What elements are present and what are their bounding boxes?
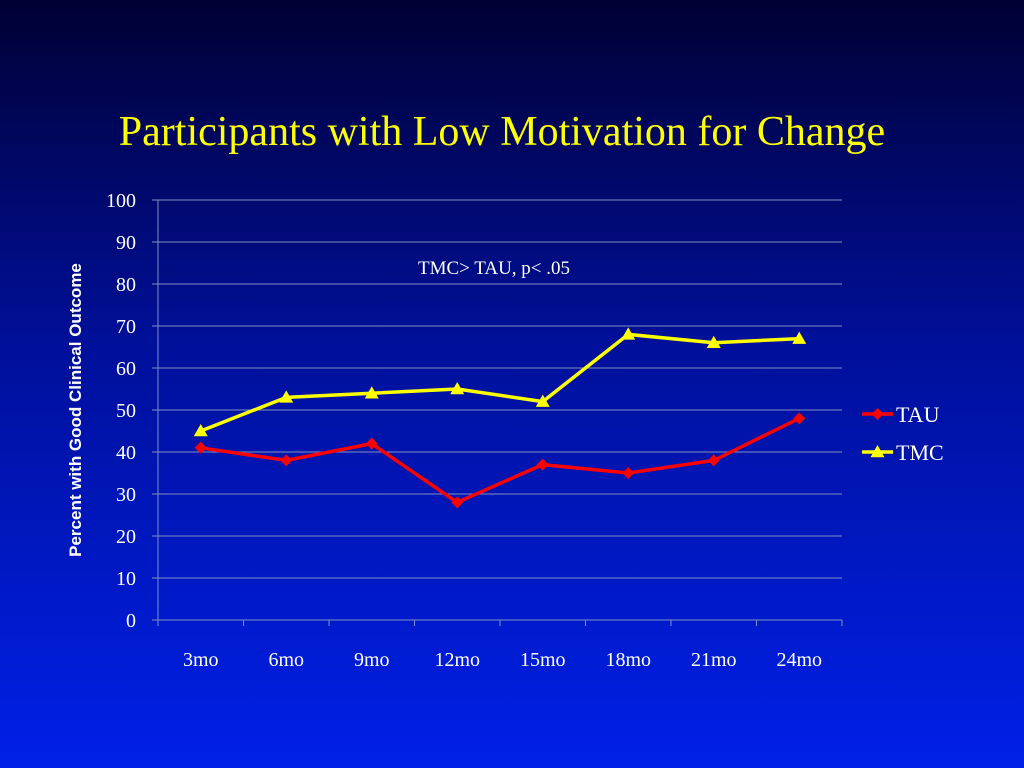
x-tick-label: 12mo [434, 649, 480, 671]
data-point-tau [707, 454, 720, 467]
y-tick-label: 40 [116, 442, 136, 464]
series-line-tmc [200, 332, 800, 433]
y-tick-label: 70 [116, 316, 136, 338]
x-tick-label: 15mo [520, 649, 566, 671]
data-point-tmc [450, 382, 465, 395]
legend-label-tmc: TMC [896, 440, 944, 465]
y-tick-label: 10 [116, 568, 136, 590]
data-point-tmc [792, 331, 807, 344]
legend-marker-tmc [870, 445, 885, 458]
legend-marker-tau [871, 408, 884, 420]
slide-title: Participants with Low Motivation for Cha… [118, 109, 886, 155]
data-point-tmc [279, 390, 294, 403]
data-point-tmc [535, 394, 550, 407]
data-point-tmc [706, 335, 721, 349]
x-tick-label: 24mo [776, 649, 822, 671]
data-point-tmc [193, 424, 208, 437]
legend-label-tau: TAU [896, 402, 940, 427]
y-tick-label: 50 [116, 400, 136, 422]
y-tick-label: 20 [116, 526, 136, 548]
data-point-tau [194, 441, 207, 454]
data-point-tmc [621, 327, 636, 340]
y-tick-label: 60 [116, 358, 136, 380]
x-tick-label: 3mo [183, 649, 219, 671]
y-axis-label: Percent with Good Clinical Outcome [66, 263, 85, 557]
data-point-tau [451, 496, 464, 509]
x-tick-label: 21mo [691, 649, 737, 671]
y-tick-label: 100 [106, 190, 136, 212]
series-line-tau [200, 416, 801, 505]
data-point-tau [536, 458, 549, 471]
data-point-tmc [364, 386, 379, 399]
x-tick-label: 9mo [354, 649, 390, 671]
x-tick-label: 6mo [268, 649, 304, 671]
y-tick-label: 0 [126, 610, 136, 632]
y-tick-label: 80 [116, 274, 136, 296]
data-point-tau [365, 437, 378, 450]
y-tick-label: 30 [116, 484, 136, 506]
data-point-tau [622, 467, 635, 479]
y-tick-label: 90 [116, 232, 136, 254]
chart-annotation: TMC> TAU, p< .05 [418, 258, 570, 279]
data-point-tau [280, 454, 293, 467]
data-point-tau [793, 412, 806, 425]
x-tick-label: 18mo [605, 649, 651, 671]
